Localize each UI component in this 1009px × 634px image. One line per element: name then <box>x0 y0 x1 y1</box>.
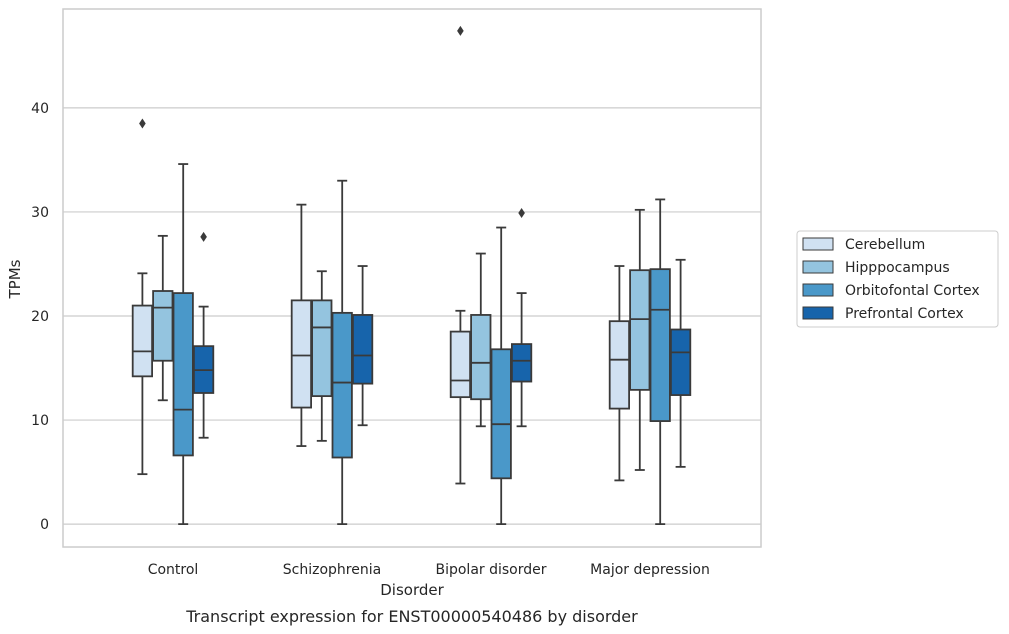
box-body <box>649 268 671 422</box>
box-body <box>608 320 631 410</box>
x-tick-label: Major depression <box>590 562 710 578</box>
box-body <box>331 311 353 459</box>
x-tick-labels: Control Schizophrenia Bipolar disorder Majo… <box>148 562 710 578</box>
plot-frame <box>62 8 762 548</box>
outlier-marker <box>457 25 464 36</box>
legend-item: Hipppocampus <box>802 260 950 276</box>
box-body <box>311 299 333 398</box>
box <box>331 179 353 526</box>
box-body <box>510 343 533 383</box>
x-tick-label: Schizophrenia <box>283 562 381 578</box>
y-tick-label: 0 <box>40 517 49 533</box>
box <box>290 203 313 447</box>
legend-label: Cerebellum <box>845 237 925 253</box>
box-body <box>351 314 374 385</box>
box <box>629 208 651 471</box>
box-body <box>172 292 194 457</box>
box-body <box>152 290 174 362</box>
legend-item: Orbitofontal Cortex <box>802 283 980 299</box>
x-tick-label: Control <box>148 562 199 578</box>
box <box>670 258 692 468</box>
box <box>608 265 631 482</box>
box <box>351 265 374 427</box>
outlier-marker <box>200 231 207 242</box>
legend: Cerebellum Hipppocampus Orbitofontal Corte… <box>796 230 999 328</box>
box-body <box>290 299 313 409</box>
x-tick-label: Bipolar disorder <box>435 562 546 578</box>
box <box>470 252 492 428</box>
y-axis-label: TPMs <box>6 259 24 299</box>
box <box>311 270 333 442</box>
y-tick-label: 10 <box>31 413 49 429</box>
box <box>490 226 512 526</box>
box-body <box>470 314 492 401</box>
legend-item: Cerebellum <box>802 237 925 253</box>
box <box>172 163 194 526</box>
y-tick-labels: 0 10 20 30 40 <box>31 101 49 533</box>
legend-frame <box>796 230 999 328</box>
box <box>649 198 671 526</box>
box <box>449 25 472 485</box>
outlier-marker <box>518 207 525 218</box>
box <box>131 118 153 476</box>
outlier-marker <box>139 118 146 129</box>
legend-label: Hipppocampus <box>845 260 950 276</box>
legend-swatch <box>802 260 834 274</box>
legend-swatch <box>802 237 834 251</box>
box-body <box>449 330 472 399</box>
y-tick-label: 40 <box>31 101 49 117</box>
legend-label: Orbitofontal Cortex <box>845 283 980 299</box>
chart-caption: Transcript expression for ENST0000054048… <box>185 607 638 626</box>
y-tick-label: 20 <box>31 309 49 325</box>
x-axis-label: Disorder <box>380 581 444 599</box>
legend-swatch <box>802 306 834 320</box>
legend-swatch <box>802 283 834 297</box>
box <box>510 207 533 428</box>
box-body <box>131 304 153 378</box>
box-body <box>670 328 692 396</box>
box-body <box>629 269 651 391</box>
y-tick-label: 30 <box>31 205 49 221</box>
box <box>152 234 174 402</box>
legend-item: Prefrontal Cortex <box>802 306 964 322</box>
box <box>192 231 215 439</box>
box-group <box>131 25 692 526</box>
legend-label: Prefrontal Cortex <box>845 306 964 322</box>
box-body <box>490 348 512 480</box>
